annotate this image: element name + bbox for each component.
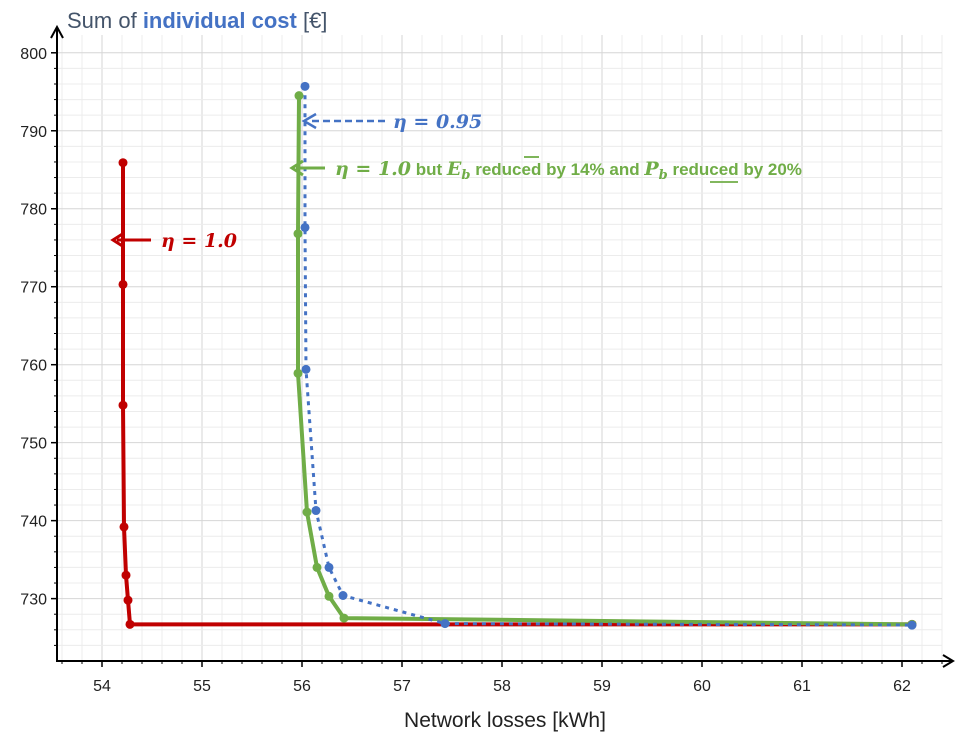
- x-tick-label: 60: [693, 678, 711, 695]
- point-green: [339, 613, 349, 623]
- point-green: [293, 229, 303, 239]
- y-tick-label: 750: [20, 436, 47, 453]
- point-green: [302, 507, 312, 517]
- green-e-sub: b: [461, 168, 470, 183]
- point-green: [324, 591, 334, 601]
- point-blue: [338, 591, 348, 601]
- x-tick-label: 56: [293, 678, 311, 695]
- annotation-green-arrowhead: [289, 159, 304, 177]
- point-red: [125, 619, 135, 629]
- y-tick-label: 780: [20, 202, 47, 219]
- point-blue: [440, 619, 450, 629]
- axes: [50, 24, 955, 668]
- title-suffix: [€]: [297, 8, 328, 33]
- ticks: 54 55 56 57 58 59 60 61 62 730 740 750 760 770 780 790 8…: [20, 46, 943, 695]
- green-end: reduced by 20%: [668, 160, 802, 179]
- point-red: [123, 595, 133, 605]
- x-tick-label: 61: [793, 678, 811, 695]
- y-tick-label: 800: [20, 46, 47, 63]
- point-red: [118, 279, 128, 289]
- point-red: [118, 158, 128, 168]
- grid: [57, 35, 943, 661]
- y-axis-arrow: [50, 24, 64, 39]
- point-blue: [907, 620, 917, 630]
- x-tick-label: 57: [393, 678, 411, 695]
- annotation-green-text: η = 1.0 but Eb reduced by 14% and Pb red…: [335, 158, 802, 183]
- point-blue: [301, 364, 311, 374]
- point-red: [118, 400, 128, 410]
- x-axis-arrow: [942, 654, 955, 668]
- x-tick-label: 58: [493, 678, 511, 695]
- annotation-red: η = 1.0: [110, 230, 237, 252]
- y-tick-label: 770: [20, 280, 47, 297]
- point-blue: [324, 562, 334, 572]
- point-green: [312, 562, 322, 572]
- green-e: E: [446, 158, 462, 180]
- green-p-sub: b: [659, 168, 668, 183]
- series-line-red: [121, 160, 914, 627]
- annotation-green: η = 1.0 but Eb reduced by 14% and Pb red…: [289, 156, 802, 183]
- point-blue: [311, 506, 321, 516]
- annotation-red-arrowhead: [110, 231, 125, 249]
- annotation-blue-text: η = 0.95: [393, 111, 482, 133]
- point-green: [293, 368, 303, 378]
- title-prefix: Sum of: [67, 8, 143, 33]
- annotation-blue-arrowhead: [301, 112, 317, 130]
- y-tick-label: 760: [20, 358, 47, 375]
- x-tick-label: 62: [893, 678, 911, 695]
- x-tick-label: 59: [593, 678, 611, 695]
- point-red: [119, 522, 129, 532]
- green-eta: η = 1.0: [335, 158, 411, 180]
- point-green: [294, 91, 304, 101]
- x-axis-label: Network losses [kWh]: [404, 709, 606, 732]
- y-tick-label: 790: [20, 124, 47, 141]
- points: [118, 81, 917, 630]
- chart-title: Sum of individual cost [€]: [67, 8, 327, 33]
- green-mid: reduced by 14% and: [471, 160, 645, 179]
- green-p: P: [643, 158, 659, 180]
- annotation-blue: η = 0.95: [301, 111, 482, 133]
- point-blue: [300, 222, 310, 232]
- point-blue: [300, 81, 310, 91]
- series-line-blue: [303, 86, 913, 627]
- y-tick-label: 730: [20, 592, 47, 609]
- x-tick-label: 54: [93, 678, 111, 695]
- point-red: [121, 570, 131, 580]
- y-tick-label: 740: [20, 514, 47, 531]
- annotation-red-text: η = 1.0: [161, 230, 237, 252]
- x-tick-label: 55: [193, 678, 211, 695]
- title-bold: individual cost: [143, 8, 298, 33]
- green-but: but: [411, 160, 447, 179]
